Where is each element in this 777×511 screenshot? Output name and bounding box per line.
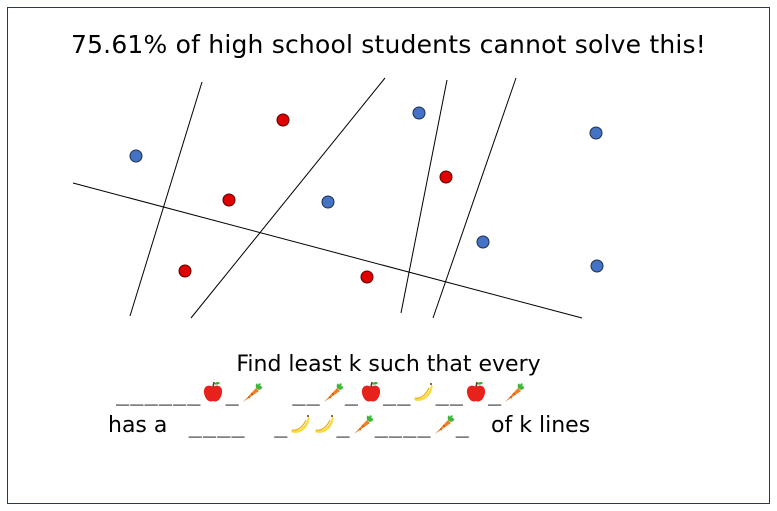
blank-segment: __: [382, 381, 412, 406]
blue-point: [476, 235, 490, 249]
blue-point: [321, 195, 335, 209]
red-point: [222, 193, 236, 207]
banana-icon: [315, 415, 334, 433]
carrot-icon: [505, 383, 525, 402]
blank-segment: ______: [116, 381, 202, 406]
carrot-icon: [242, 383, 262, 402]
blank-segment: __: [435, 381, 464, 406]
page-title: 75.61% of high school students cannot so…: [70, 30, 707, 59]
blank-segment: _: [225, 381, 240, 406]
apple-icon: [466, 381, 486, 402]
apple-icon: [361, 381, 381, 402]
carrot-icon: [323, 383, 343, 402]
blank-segment: _: [344, 381, 359, 406]
blank-segment: _: [455, 413, 485, 438]
red-point: [360, 270, 374, 284]
banana-icon: [414, 383, 434, 401]
line-5: [72, 182, 583, 319]
question-line-3-prefix: has a: [108, 413, 175, 438]
banana-icon: [291, 415, 310, 433]
blue-point: [412, 106, 426, 120]
slide-frame: [7, 7, 770, 504]
blue-point: [589, 126, 603, 140]
red-point: [178, 264, 192, 278]
blank-segment: ____: [374, 413, 432, 438]
question-line-2: ______ _ __ _ __ __ _: [116, 380, 526, 406]
carrot-icon: [353, 415, 373, 434]
question-line-3-suffix: of k lines: [484, 413, 591, 438]
line-1: [129, 81, 203, 317]
blank-segment: _: [336, 413, 351, 438]
carrot-icon: [434, 415, 454, 434]
question-line-3: has a ____ _ _ ____ _ of k lines: [108, 412, 590, 438]
line-4: [432, 77, 517, 319]
blank-segment: _: [487, 381, 503, 406]
blue-point: [590, 259, 604, 273]
question-line-3-pattern: ____ _ _ ____ _: [174, 413, 484, 438]
line-3: [400, 79, 448, 314]
blank-segment: ____ _: [174, 413, 289, 438]
blank-segment: __: [263, 381, 321, 406]
red-point: [276, 113, 290, 127]
blue-point: [129, 149, 143, 163]
apple-icon: [204, 381, 223, 402]
line-2: [190, 77, 386, 319]
question-line-1: Find least k such that every: [236, 352, 541, 377]
red-point: [439, 170, 453, 184]
